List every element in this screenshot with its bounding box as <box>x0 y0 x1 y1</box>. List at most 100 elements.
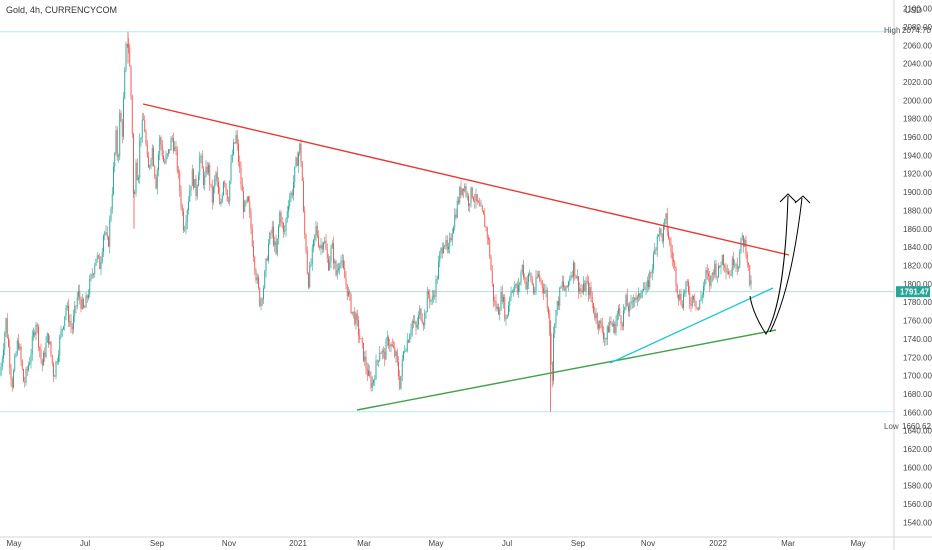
candle-body <box>690 304 692 306</box>
candle-body <box>164 161 166 163</box>
candle-body <box>629 304 631 312</box>
candle-body <box>745 239 747 255</box>
candle-body <box>305 235 307 251</box>
candle-body <box>313 239 314 248</box>
candle-body <box>268 243 269 261</box>
candle-body <box>456 200 458 218</box>
candle-body <box>120 112 122 122</box>
candle-body <box>489 239 491 257</box>
candle-body <box>51 355 53 364</box>
candle-body <box>544 290 546 293</box>
candle-body <box>655 249 657 251</box>
y-tick-label: 1560.00 <box>903 500 932 509</box>
candle-body <box>316 226 318 237</box>
candle-body <box>276 238 278 254</box>
candle-body <box>709 276 711 286</box>
x-tick-label: May <box>850 539 865 548</box>
candle-body <box>590 287 592 298</box>
candle-body <box>204 175 206 185</box>
candle-body <box>403 351 404 360</box>
candle-body <box>41 359 43 366</box>
candle-body <box>94 265 96 274</box>
candle-body <box>469 203 471 206</box>
high-value: 2074.70 <box>902 26 931 35</box>
candle-body <box>91 274 93 276</box>
candle-body <box>464 186 466 191</box>
candle-body <box>269 232 271 244</box>
candle-body <box>631 301 633 303</box>
candles <box>0 31 752 412</box>
candle-body <box>0 366 2 376</box>
candle-body <box>369 370 371 377</box>
candle-body <box>374 379 376 381</box>
candle-body <box>641 290 643 294</box>
candle-body <box>291 192 293 196</box>
candle-body <box>581 290 583 293</box>
candle-body <box>578 276 579 292</box>
candle-body <box>116 130 118 157</box>
candle-body <box>703 286 704 295</box>
candle-body <box>31 336 33 355</box>
candle-body <box>441 248 443 254</box>
candle-body <box>431 297 433 301</box>
candle-body <box>560 286 562 288</box>
candle-body <box>36 324 38 327</box>
candle-body <box>619 308 621 316</box>
candle-body <box>635 297 637 300</box>
candle-body <box>420 308 422 320</box>
candle-body <box>561 281 563 287</box>
candle-body <box>213 187 214 203</box>
candle-body <box>185 222 187 230</box>
y-tick-label: 1920.00 <box>903 170 932 179</box>
candle-body <box>225 183 227 190</box>
candle-body <box>110 209 112 220</box>
candle-body <box>380 353 382 354</box>
candle-body <box>471 187 473 198</box>
y-tick-label: 2000.00 <box>903 96 932 105</box>
candle-body <box>123 98 124 137</box>
candle-body <box>104 232 106 236</box>
candle-body <box>245 201 247 203</box>
candle-body <box>169 149 171 151</box>
candle-body <box>705 270 707 280</box>
candle-body <box>166 153 168 156</box>
candle-body <box>550 333 552 363</box>
x-tick-label: Nov <box>222 539 236 548</box>
candle-body <box>526 282 528 290</box>
candle-body <box>335 261 337 276</box>
resistance-trendline <box>142 103 790 256</box>
y-tick-label: 1680.00 <box>903 390 932 399</box>
candle-body <box>136 162 138 180</box>
candle-body <box>279 212 281 227</box>
candle-body <box>365 356 367 369</box>
candle-body <box>646 280 648 287</box>
candle-body <box>554 324 556 334</box>
candle-body <box>230 161 232 182</box>
candle-body <box>708 273 709 276</box>
candle-body <box>500 292 502 311</box>
candle-body <box>734 264 736 266</box>
x-tick-label: Mar <box>357 539 371 548</box>
candle-body <box>321 244 323 250</box>
candle-body <box>390 343 392 347</box>
candle-body <box>679 294 681 300</box>
candle-body <box>261 299 263 300</box>
candle-body <box>600 320 602 324</box>
candle-body <box>209 164 211 185</box>
candle-body <box>714 263 716 275</box>
candle-body <box>103 235 104 252</box>
candle-body <box>165 155 167 163</box>
candle-body <box>186 210 188 223</box>
candle-body <box>189 190 191 202</box>
candle-body <box>391 343 393 347</box>
candle-body <box>670 243 672 252</box>
candle-body <box>214 179 216 188</box>
candle-body <box>540 279 542 282</box>
candle-body <box>253 246 254 258</box>
candle-body <box>76 296 78 307</box>
candle-body <box>706 270 708 274</box>
candle-body <box>220 201 222 204</box>
candle-body <box>311 247 313 264</box>
candle-body <box>715 263 717 278</box>
candle-body <box>293 182 294 196</box>
